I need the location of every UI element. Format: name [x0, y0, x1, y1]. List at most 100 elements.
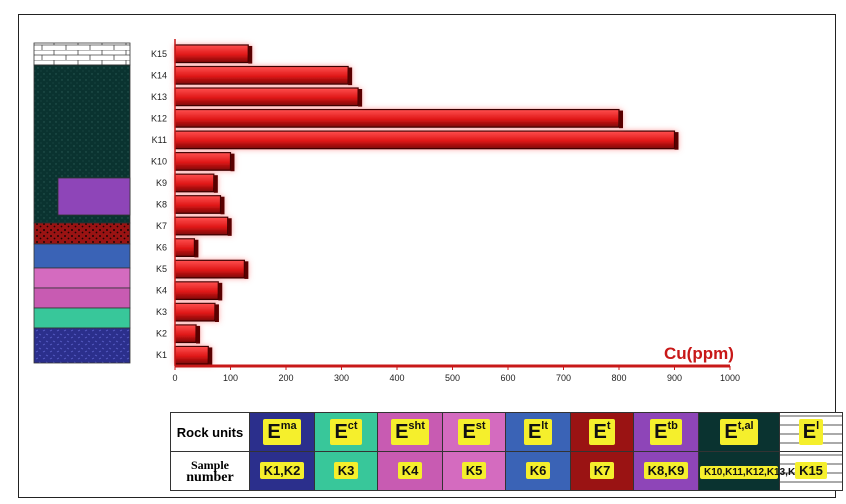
column-layer-7 — [33, 307, 131, 329]
sample-number-cell: K4 — [377, 451, 443, 491]
rock-unit-symbol: Et — [589, 419, 615, 445]
bar-K5 — [174, 259, 249, 279]
sample-number-cell: K1,K2 — [249, 451, 315, 491]
bar-depth-K1 — [208, 347, 213, 366]
bar-rect-K6 — [174, 238, 196, 257]
bar-K9 — [174, 173, 218, 193]
rock-unit-letter: E — [593, 421, 607, 443]
bar-rect-K8 — [174, 195, 222, 214]
x-tick-500: 500 — [445, 373, 460, 383]
rock-unit-cell: Et,al — [698, 412, 780, 452]
y-tick-K4: K4 — [156, 286, 167, 296]
bar-rect-K2 — [174, 324, 197, 344]
rock-unit-cell: Elt — [505, 412, 571, 452]
bar-K7 — [174, 216, 232, 236]
bar-depth-K6 — [194, 239, 199, 258]
sample-number-cell: K3 — [314, 451, 378, 491]
bar-depth-K10 — [230, 153, 235, 172]
bar-rect-K9 — [174, 173, 215, 193]
bar-depth-K3 — [214, 304, 219, 322]
bar-rect-K10 — [174, 152, 232, 171]
bar-depth-K12 — [619, 110, 623, 129]
sample-number-label: K6 — [525, 462, 551, 479]
bar-K8 — [174, 195, 225, 215]
rock-unit-superscript: ma — [280, 420, 297, 432]
rock-unit-symbol: El — [798, 419, 824, 445]
rock-unit-symbol: Esht — [391, 419, 429, 445]
y-tick-K15: K15 — [151, 49, 167, 59]
x-tick-100: 100 — [223, 373, 238, 383]
sample-number-cell: K5 — [442, 451, 506, 491]
column-inset-layer — [57, 177, 131, 216]
y-tick-K9: K9 — [156, 178, 167, 188]
column-layer-5 — [33, 267, 131, 289]
sample-number-header: Sample number — [170, 451, 250, 491]
rock-units-row: Rock units Ema Ect Esht Est Elt Et Etb Et,al El — [170, 412, 843, 452]
x-tick-400: 400 — [389, 373, 404, 383]
rock-unit-cell: El — [779, 412, 843, 452]
rock-unit-letter: E — [462, 421, 476, 443]
rock-unit-cell: Ect — [314, 412, 378, 452]
sample-number-label: K3 — [333, 462, 359, 479]
sample-number-cell: K8,K9 — [633, 451, 699, 491]
bar-K11 — [174, 130, 679, 150]
rock-unit-cell: Ema — [249, 412, 315, 452]
bar-depth-K13 — [358, 89, 363, 107]
rock-unit-symbol: Elt — [523, 419, 553, 445]
bar-K15 — [174, 44, 253, 64]
rock-unit-letter: E — [395, 421, 409, 443]
bar-K3 — [174, 302, 219, 322]
x-tick-0: 0 — [172, 373, 177, 383]
sample-number-cell: K7 — [570, 451, 634, 491]
bar-depth-K5 — [244, 261, 249, 279]
bar-rect-K13 — [174, 87, 359, 107]
sample-number-cell: K15 — [779, 451, 843, 491]
rock-unit-letter: E — [802, 421, 817, 443]
rock-unit-letter: E — [267, 421, 281, 443]
rock-unit-superscript: t,al — [737, 420, 754, 432]
rock-unit-superscript: l — [816, 420, 820, 432]
x-tick-200: 200 — [278, 373, 293, 383]
rock-unit-cell: Etb — [633, 412, 699, 452]
column-layer-3 — [33, 222, 131, 245]
bar-depth-K2 — [196, 325, 201, 344]
y-tick-K1: K1 — [156, 350, 167, 360]
bar-K2 — [174, 324, 201, 344]
bar-rect-K15 — [174, 44, 249, 64]
sample-number-cell: K6 — [505, 451, 571, 491]
rock-unit-superscript: tb — [667, 420, 678, 432]
x-axis: 0 100 200 300 400 500 600 700 800 900 1000 — [172, 39, 740, 383]
y-tick-K7: K7 — [156, 221, 167, 231]
x-tick-600: 600 — [500, 373, 515, 383]
rock-unit-cell: Et — [570, 412, 634, 452]
sample-number-label: K10,K11,K12,K13,K14 — [700, 466, 806, 479]
sample-number-label: K4 — [397, 462, 423, 479]
bar-depth-K7 — [227, 218, 232, 236]
bar-depth-K8 — [220, 196, 225, 215]
figure-frame — [18, 14, 836, 498]
rock-unit-superscript: lt — [541, 420, 549, 432]
rock-unit-letter: E — [724, 421, 738, 443]
x-tick-900: 900 — [667, 373, 682, 383]
bar-rect-K14 — [174, 65, 349, 85]
cu-bar-chart: K1 K2 K3 K4 K5 K6 K7 K8 K9 K10 K11 K12 K13 K14 K15 0 10… — [33, 39, 740, 383]
column-layer-6 — [33, 287, 131, 309]
y-tick-K6: K6 — [156, 243, 167, 253]
bar-depth-K11 — [674, 132, 679, 150]
bar-K10 — [174, 152, 235, 172]
x-axis-title: Cu(ppm) — [664, 344, 734, 363]
y-tick-K5: K5 — [156, 264, 167, 274]
x-tick-800: 800 — [611, 373, 626, 383]
sample-number-cell: K10,K11,K12,K13,K14 — [698, 451, 806, 491]
sample-header-line1: Sample — [190, 457, 229, 472]
rock-unit-letter: E — [334, 421, 348, 443]
sample-number-label: K15 — [795, 462, 827, 479]
y-tick-K12: K12 — [151, 113, 167, 123]
x-tick-300: 300 — [334, 373, 349, 383]
y-tick-K11: K11 — [152, 135, 167, 145]
rock-unit-letter: E — [654, 421, 668, 443]
bar-K6 — [174, 238, 199, 258]
sample-number-row: Sample number K1,K2 K3 K4 K5 K6 K7 K8,K9 K10,K1… — [170, 451, 843, 491]
stratigraphic-column — [33, 42, 131, 364]
bar-rect-K12 — [174, 108, 620, 128]
